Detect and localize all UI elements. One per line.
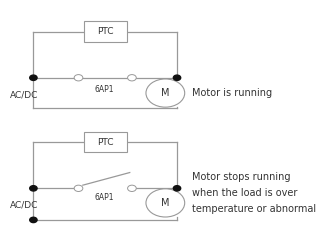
Circle shape	[146, 79, 185, 107]
Circle shape	[30, 75, 37, 80]
Bar	[84, 21, 127, 42]
Circle shape	[173, 186, 181, 191]
Bar	[84, 132, 127, 153]
Text: Motor stops running: Motor stops running	[192, 172, 291, 182]
Text: PTC: PTC	[97, 138, 114, 147]
Circle shape	[30, 217, 37, 223]
Circle shape	[74, 75, 83, 81]
Text: temperature or abnormal: temperature or abnormal	[192, 204, 316, 214]
Circle shape	[128, 185, 136, 191]
Text: AC/DC: AC/DC	[10, 201, 38, 210]
Text: AC/DC: AC/DC	[10, 91, 38, 100]
Text: M: M	[161, 88, 170, 98]
Text: 6AP1: 6AP1	[95, 85, 114, 94]
Text: PTC: PTC	[97, 27, 114, 36]
Circle shape	[173, 75, 181, 80]
Text: Motor is running: Motor is running	[192, 88, 272, 98]
Text: when the load is over: when the load is over	[192, 188, 297, 198]
Circle shape	[30, 186, 37, 191]
Circle shape	[128, 75, 136, 81]
Circle shape	[146, 189, 185, 217]
Text: 6AP1: 6AP1	[95, 193, 114, 202]
Circle shape	[74, 185, 83, 191]
Text: M: M	[161, 198, 170, 208]
